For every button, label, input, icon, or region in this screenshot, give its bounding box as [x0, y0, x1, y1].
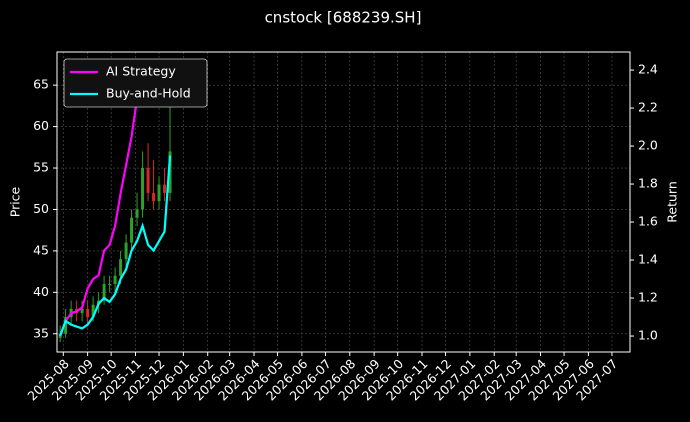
y-tick-label: 50 — [33, 201, 49, 216]
y-tick-label: 45 — [33, 242, 49, 257]
plot-frame — [56, 51, 631, 353]
candle-body — [119, 259, 123, 276]
candle-body — [113, 275, 117, 285]
y-axis-label: Price — [8, 186, 23, 217]
candle-body — [168, 151, 172, 193]
candle-body — [91, 304, 95, 318]
candle-body — [157, 184, 161, 202]
candle-body — [64, 317, 68, 334]
candle-body — [80, 308, 84, 314]
y2-tick-label: 1.0 — [638, 328, 658, 343]
candle-body — [163, 184, 167, 193]
candle-body — [124, 242, 128, 260]
y2-tick-label: 2.4 — [638, 62, 658, 77]
chart-title: cnstock [688239.SH] — [265, 9, 422, 27]
legend-box — [63, 58, 208, 108]
candle-body — [102, 284, 106, 301]
candle-body — [86, 308, 90, 318]
y-tick-label: 40 — [33, 284, 49, 299]
y-tick-label: 55 — [33, 160, 49, 175]
y-tick-label: 60 — [33, 118, 49, 133]
candle-body — [141, 168, 145, 210]
y2-tick-label: 2.0 — [638, 138, 658, 153]
candle-body — [152, 192, 156, 202]
candle-body — [146, 168, 150, 193]
y2-axis-label: Return — [665, 181, 680, 222]
y-tick-label: 35 — [33, 325, 49, 340]
legend-label: Buy-and-Hold — [106, 86, 191, 101]
y2-tick-label: 1.6 — [638, 214, 658, 229]
return-line — [59, 155, 172, 337]
candle-body — [130, 217, 134, 243]
y2-tick-label: 2.2 — [638, 100, 658, 115]
y2-tick-label: 1.8 — [638, 176, 658, 191]
candle-body — [135, 209, 139, 218]
y2-tick-label: 1.4 — [638, 252, 658, 267]
y2-tick-label: 1.2 — [638, 290, 658, 305]
y-tick-label: 65 — [33, 77, 49, 92]
legend-label: AI Strategy — [106, 64, 176, 79]
candle-body — [108, 284, 112, 286]
